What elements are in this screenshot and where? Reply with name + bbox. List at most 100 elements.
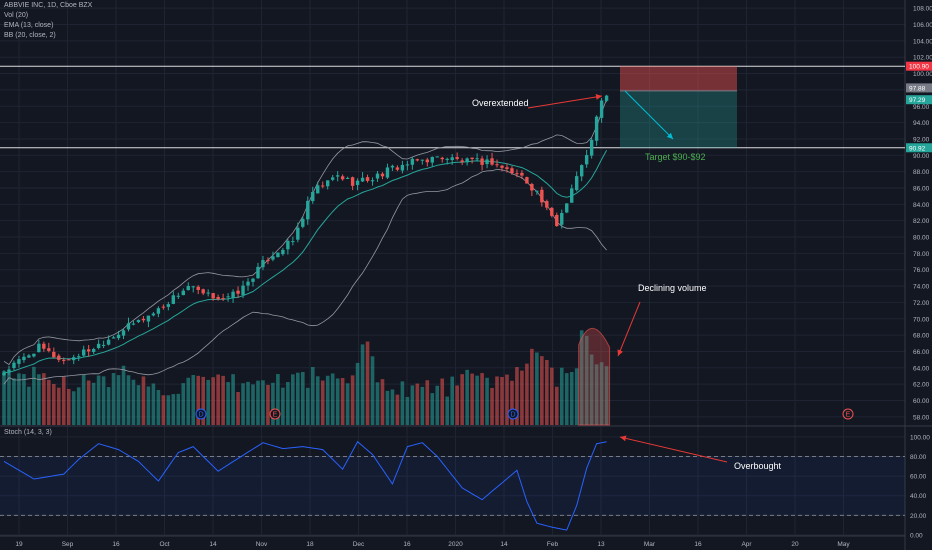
- volume-bar: [480, 373, 484, 425]
- volume-bar: [241, 383, 245, 425]
- overbought-arrow: [619, 435, 728, 463]
- candle-body: [57, 355, 61, 360]
- candle-body: [604, 95, 609, 101]
- volume-bar: [330, 373, 335, 425]
- bollinger-lower: [3, 168, 607, 385]
- time-tick-label: 2020: [448, 541, 463, 548]
- event-marker-letter: E: [273, 412, 278, 419]
- volume-bar: [435, 385, 440, 425]
- time-tick-label: Feb: [547, 541, 559, 548]
- volume-bar: [445, 396, 450, 425]
- candle-body: [445, 158, 449, 160]
- volume-bar: [420, 386, 425, 425]
- candle-body: [335, 175, 340, 177]
- candle-body: [17, 359, 21, 364]
- candle-body: [161, 306, 166, 308]
- candle-body: [216, 296, 220, 300]
- volume-bar: [76, 387, 81, 425]
- volume-bar: [545, 359, 549, 425]
- volume-bar: [166, 395, 171, 425]
- price-tick-label: 68.00: [913, 333, 930, 340]
- candle-body: [560, 213, 564, 225]
- price-tick-label: 60.00: [913, 398, 930, 405]
- candle-body: [510, 168, 514, 174]
- candle-body: [475, 158, 479, 160]
- candle-body: [106, 339, 111, 345]
- volume-bar: [515, 367, 519, 425]
- candle-body: [196, 286, 200, 290]
- candle-body: [540, 189, 544, 203]
- candle-body: [550, 207, 554, 216]
- volume-bar: [156, 389, 161, 425]
- candle-body: [81, 349, 86, 356]
- candle-body: [7, 369, 11, 372]
- volume-bar: [86, 380, 91, 425]
- volume-bar: [510, 380, 514, 425]
- volume-bar: [47, 379, 51, 425]
- time-tick-label: Apr: [741, 541, 752, 548]
- volume-bar: [246, 381, 250, 425]
- stoch-legend[interactable]: Stoch (14, 3, 3): [4, 429, 52, 436]
- price-tag-box: [906, 143, 932, 153]
- candle-body: [52, 351, 56, 358]
- candle-body: [345, 177, 350, 179]
- volume-bar: [310, 367, 315, 425]
- candle-body: [555, 214, 559, 227]
- candle-body: [415, 159, 420, 161]
- volume-bar: [530, 348, 534, 425]
- volume-bar: [211, 377, 215, 425]
- candle-body: [291, 241, 295, 243]
- volume-bar: [340, 378, 345, 425]
- price-tick-label: 104.00: [913, 38, 932, 45]
- volume-bar: [500, 376, 504, 425]
- candle-body: [276, 252, 280, 258]
- ema-line: [3, 150, 608, 374]
- price-tick-label: 82.00: [913, 218, 930, 225]
- candle-body: [86, 349, 91, 352]
- volume-bar: [589, 354, 594, 425]
- symbol-legend[interactable]: ABBVIE INC, 1D, Cboe BZX: [4, 2, 93, 9]
- volume-bar: [116, 375, 121, 425]
- candle-body: [116, 334, 121, 339]
- volume-legend[interactable]: Vol (20): [4, 12, 29, 19]
- volume-bars: [2, 330, 609, 425]
- price-tick-label: 84.00: [913, 202, 930, 209]
- time-tick-label: Oct: [159, 541, 169, 548]
- annotation-overextended: Overextended: [472, 98, 529, 108]
- annotation-target: Target $90-$92: [645, 152, 706, 162]
- time-tick-label: 16: [112, 541, 120, 548]
- volume-bar: [559, 367, 564, 425]
- volume-bar: [141, 376, 146, 425]
- candle-body: [181, 290, 185, 296]
- time-tick-label: Nov: [256, 541, 268, 548]
- candle-body: [77, 356, 81, 358]
- volume-bar: [569, 371, 574, 425]
- event-marker: [507, 408, 519, 420]
- stoch-line: [3, 440, 607, 531]
- volume-bar: [7, 371, 11, 425]
- volume-bar: [276, 374, 280, 425]
- ema-legend[interactable]: EMA (13, close): [4, 22, 54, 29]
- price-tick-label: 74.00: [913, 284, 930, 291]
- volume-bar: [395, 394, 400, 425]
- volume-bar: [350, 375, 355, 425]
- candle-body: [311, 192, 315, 202]
- volume-bar: [594, 364, 599, 425]
- volume-bar: [61, 376, 66, 425]
- volume-bar: [171, 394, 176, 425]
- candle-body: [575, 176, 579, 191]
- volume-bar: [32, 366, 36, 425]
- volume-bar: [66, 388, 71, 425]
- candle-body: [520, 172, 524, 176]
- bb-legend[interactable]: BB (20, close, 2): [4, 32, 56, 39]
- volume-bar: [151, 383, 156, 425]
- volume-bar: [136, 385, 141, 425]
- candle-body: [271, 256, 275, 260]
- time-tick-label: May: [837, 541, 850, 548]
- candle-body: [201, 289, 205, 294]
- volume-bar: [52, 383, 56, 425]
- volume-bar: [191, 375, 196, 425]
- candle-body: [326, 180, 330, 187]
- candle-body: [500, 165, 504, 168]
